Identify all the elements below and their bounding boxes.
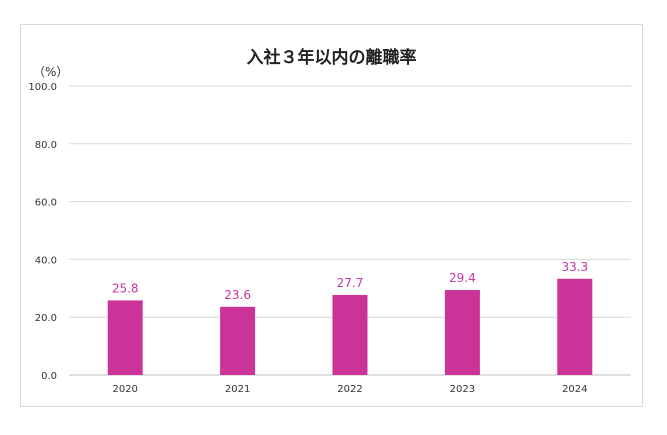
y-tick-label: 40.0 — [35, 255, 57, 266]
data-label-2024: 33.3 — [561, 260, 588, 274]
y-tick-label: 100.0 — [28, 82, 57, 93]
data-label-2020: 25.8 — [112, 281, 139, 295]
x-tick-label-2023: 2023 — [450, 384, 475, 395]
x-tick-label-2024: 2024 — [562, 384, 587, 395]
x-tick-label-2022: 2022 — [337, 384, 362, 395]
bar-2024 — [557, 278, 593, 375]
bar-2023 — [444, 290, 480, 375]
y-tick-label: 0.0 — [41, 371, 57, 382]
bar-2020 — [107, 300, 143, 375]
y-tick-label: 20.0 — [35, 313, 57, 324]
chart-plot: 0.0 20.0 40.0 60.0 80.0 100.0 25.8 2020 23.6 2021… — [28, 82, 631, 395]
y-tick-label: 60.0 — [35, 198, 57, 209]
data-label-2021: 23.6 — [224, 288, 251, 302]
x-tick-label-2021: 2021 — [225, 384, 250, 395]
y-tick-label: 80.0 — [35, 140, 57, 151]
y-axis-unit: （%） — [33, 65, 69, 79]
x-tick-label-2020: 2020 — [112, 384, 137, 395]
data-label-2022: 27.7 — [337, 276, 364, 290]
bar-2022 — [332, 294, 368, 375]
chart-title: 入社３年以内の離職率 — [246, 48, 417, 68]
bar-2021 — [220, 306, 256, 375]
data-label-2023: 29.4 — [449, 271, 476, 285]
chart-frame: 入社３年以内の離職率 （%） 0.0 20.0 40.0 60.0 80.0 100.0 2… — [20, 24, 643, 407]
